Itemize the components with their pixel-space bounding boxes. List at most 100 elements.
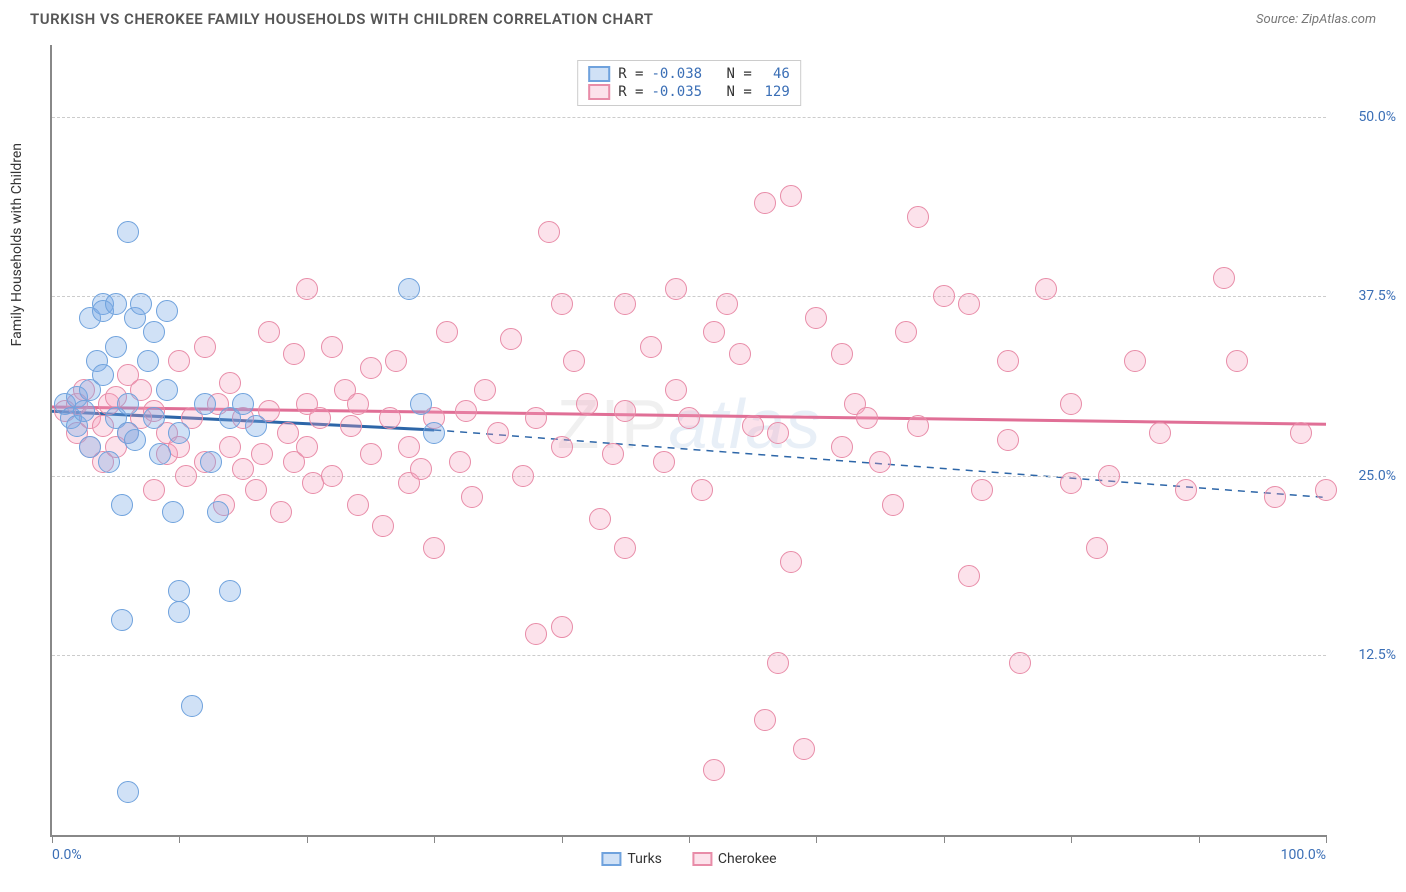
turks-point (423, 422, 445, 444)
cherokee-point (665, 379, 687, 401)
cherokee-point (563, 350, 585, 372)
scatter-chart: Family Households with Children ZIPatlas… (50, 45, 1326, 837)
stats-row-cherokee: R = -0.035 N = 129 (588, 83, 790, 101)
turks-point (137, 350, 159, 372)
cherokee-point (143, 479, 165, 501)
turks-point (168, 601, 190, 623)
turks-point (398, 278, 420, 300)
cherokee-point (436, 321, 458, 343)
swatch-cherokee (588, 84, 610, 100)
cherokee-point (360, 357, 382, 379)
cherokee-point (525, 407, 547, 429)
cherokee-point (716, 293, 738, 315)
cherokee-point (767, 422, 789, 444)
cherokee-point (245, 479, 267, 501)
cherokee-point (296, 278, 318, 300)
gridline (52, 296, 1326, 297)
cherokee-point (614, 537, 636, 559)
cherokee-point (347, 494, 369, 516)
turks-n-value: 46 (760, 66, 790, 82)
cherokee-point (678, 407, 700, 429)
cherokee-point (1149, 422, 1171, 444)
turks-point (105, 336, 127, 358)
turks-point (156, 300, 178, 322)
cherokee-point (767, 652, 789, 674)
cherokee-point (551, 616, 573, 638)
y-tick-label: 50.0% (1336, 109, 1396, 125)
x-tick (52, 835, 53, 843)
stats-legend: R = -0.038 N = 46 R = -0.035 N = 129 (577, 60, 801, 106)
turks-point (168, 580, 190, 602)
cherokee-point (1264, 486, 1286, 508)
cherokee-point (742, 415, 764, 437)
legend-label-cherokee: Cherokee (718, 851, 777, 867)
cherokee-point (270, 501, 292, 523)
x-tick (944, 835, 945, 843)
y-axis-label: Family Households with Children (9, 143, 25, 346)
turks-point (162, 501, 184, 523)
cherokee-point (729, 343, 751, 365)
cherokee-point (754, 192, 776, 214)
turks-point (143, 321, 165, 343)
cherokee-point (194, 336, 216, 358)
cherokee-point (614, 400, 636, 422)
trend-lines-svg (52, 45, 1326, 835)
gridline (52, 117, 1326, 118)
turks-point (105, 293, 127, 315)
cherokee-point (754, 709, 776, 731)
r-label: R = (618, 66, 643, 82)
cherokee-point (410, 458, 432, 480)
turks-point (143, 407, 165, 429)
cherokee-point (1175, 479, 1197, 501)
chart-header: TURKISH VS CHEROKEE FAMILY HOUSEHOLDS WI… (0, 0, 1406, 33)
cherokee-point (1213, 267, 1235, 289)
cherokee-point (461, 486, 483, 508)
cherokee-point (869, 451, 891, 473)
cherokee-point (907, 206, 929, 228)
cherokee-point (398, 436, 420, 458)
turks-point (200, 451, 222, 473)
turks-point (117, 221, 139, 243)
cherokee-point (385, 350, 407, 372)
turks-r-value: -0.038 (651, 66, 702, 82)
x-tick (562, 835, 563, 843)
cherokee-point (653, 451, 675, 473)
cherokee-point (512, 465, 534, 487)
cherokee-point (251, 443, 273, 465)
legend-swatch-cherokee (692, 852, 712, 866)
cherokee-point (1086, 537, 1108, 559)
cherokee-point (780, 551, 802, 573)
cherokee-point (347, 393, 369, 415)
turks-point (117, 781, 139, 803)
cherokee-point (1124, 350, 1146, 372)
turks-point (219, 580, 241, 602)
source-attribution: Source: ZipAtlas.com (1256, 12, 1376, 27)
cherokee-point (258, 321, 280, 343)
turks-point (92, 364, 114, 386)
cherokee-point (321, 336, 343, 358)
turks-point (181, 695, 203, 717)
cherokee-point (1060, 472, 1082, 494)
cherokee-point (168, 350, 190, 372)
turks-point (245, 415, 267, 437)
cherokee-point (232, 458, 254, 480)
cherokee-point (423, 537, 445, 559)
cherokee-point (614, 293, 636, 315)
x-tick (1326, 835, 1327, 843)
source-label: Source: (1256, 12, 1301, 27)
cherokee-point (856, 407, 878, 429)
gridline (52, 655, 1326, 656)
cherokee-point (907, 415, 929, 437)
x-tick (307, 835, 308, 843)
turks-point (73, 400, 95, 422)
turks-point (410, 393, 432, 415)
cherokee-point (1226, 350, 1248, 372)
cherokee-point (831, 436, 853, 458)
turks-point (168, 422, 190, 444)
chart-title: TURKISH VS CHEROKEE FAMILY HOUSEHOLDS WI… (30, 10, 654, 28)
r-label: R = (618, 84, 643, 100)
source-name: ZipAtlas.com (1301, 12, 1376, 27)
series-legend: Turks Cherokee (601, 851, 776, 867)
cherokee-point (780, 185, 802, 207)
x-tick (434, 835, 435, 843)
